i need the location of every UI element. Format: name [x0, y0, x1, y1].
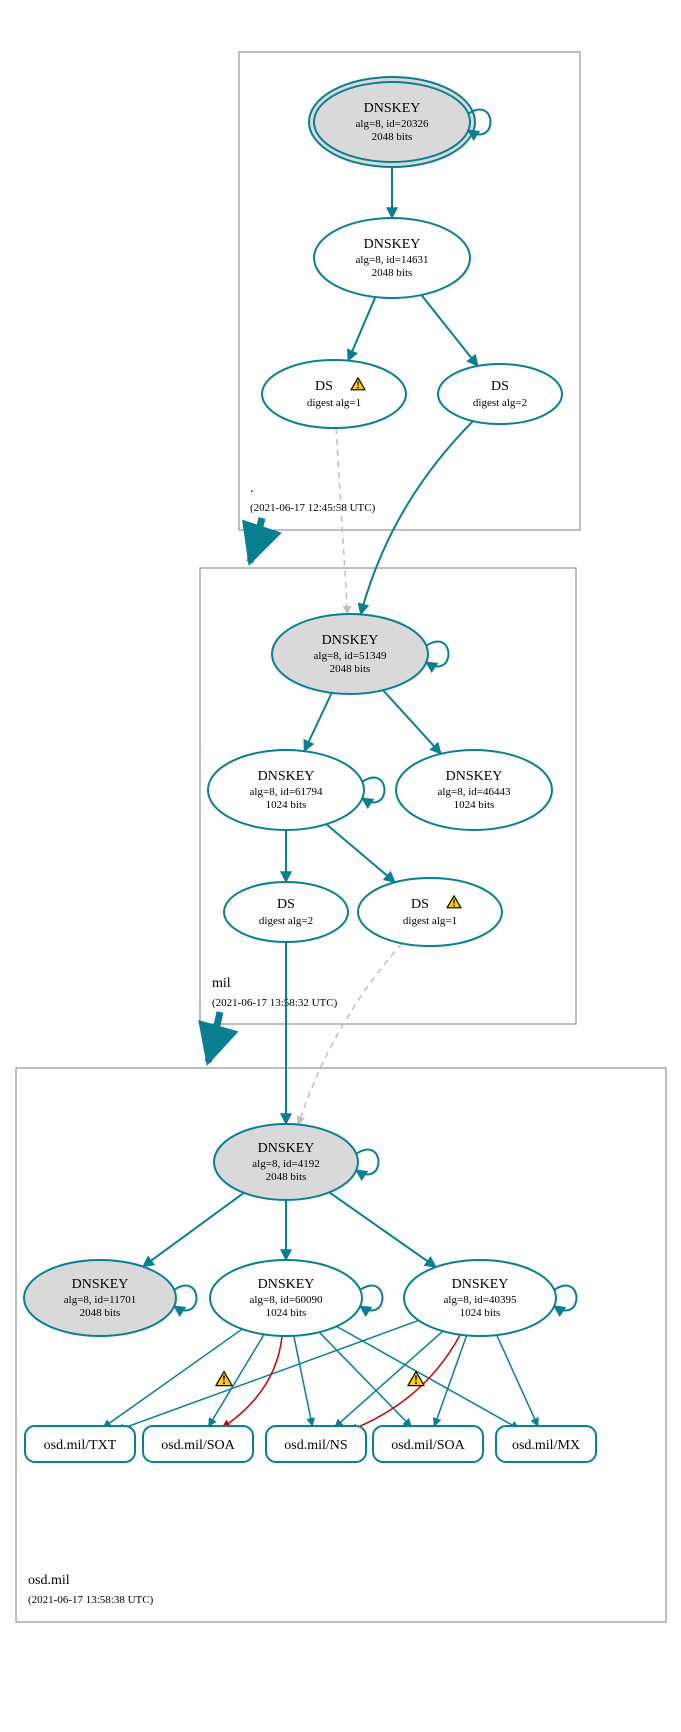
svg-text:DS: DS: [411, 897, 429, 912]
svg-text:digest alg=2: digest alg=2: [259, 915, 313, 927]
dnssec-diagram: . (2021-06-17 12:45:58 UTC) mil (2021-06-17…: [0, 0, 681, 1732]
svg-text:DNSKEY: DNSKEY: [364, 101, 421, 116]
svg-text:osd.mil/TXT: osd.mil/TXT: [44, 1438, 117, 1453]
svg-text:DNSKEY: DNSKEY: [258, 769, 315, 784]
svg-text:2048 bits: 2048 bits: [266, 1171, 307, 1183]
svg-text:2048 bits: 2048 bits: [372, 267, 413, 279]
svg-text:2048 bits: 2048 bits: [80, 1307, 121, 1319]
svg-text:alg=8, id=61794: alg=8, id=61794: [250, 786, 323, 798]
svg-text:osd.mil: osd.mil: [28, 1573, 70, 1588]
svg-text:(2021-06-17 13:58:38 UTC): (2021-06-17 13:58:38 UTC): [28, 1594, 154, 1606]
svg-text:(2021-06-17 12:45:58 UTC): (2021-06-17 12:45:58 UTC): [250, 502, 376, 514]
svg-text:DNSKEY: DNSKEY: [364, 237, 421, 252]
svg-text:alg=8, id=40395: alg=8, id=40395: [444, 1294, 517, 1306]
svg-text:alg=8, id=14631: alg=8, id=14631: [356, 254, 429, 266]
svg-text:DNSKEY: DNSKEY: [322, 633, 379, 648]
svg-text:DNSKEY: DNSKEY: [446, 769, 503, 784]
svg-text:alg=8, id=11701: alg=8, id=11701: [64, 1294, 137, 1306]
svg-text:digest alg=2: digest alg=2: [473, 397, 527, 409]
svg-text:DNSKEY: DNSKEY: [258, 1141, 315, 1156]
svg-text:1024 bits: 1024 bits: [266, 799, 307, 811]
svg-text:digest alg=1: digest alg=1: [403, 915, 457, 927]
svg-text:osd.mil/MX: osd.mil/MX: [512, 1438, 580, 1453]
svg-text:.: .: [250, 481, 254, 496]
svg-text:mil: mil: [212, 976, 231, 991]
svg-text:digest alg=1: digest alg=1: [307, 397, 361, 409]
svg-text:DS: DS: [315, 379, 333, 394]
svg-text:DNSKEY: DNSKEY: [72, 1277, 129, 1292]
svg-text:alg=8, id=60090: alg=8, id=60090: [250, 1294, 323, 1306]
svg-text:!: !: [414, 1373, 418, 1387]
svg-text:!: !: [452, 897, 456, 909]
svg-text:alg=8, id=20326: alg=8, id=20326: [356, 118, 429, 130]
svg-text:alg=8, id=4192: alg=8, id=4192: [252, 1158, 319, 1170]
svg-text:alg=8, id=46443: alg=8, id=46443: [438, 786, 511, 798]
svg-text:2048 bits: 2048 bits: [372, 131, 413, 143]
svg-text:1024 bits: 1024 bits: [266, 1307, 307, 1319]
svg-text:DNSKEY: DNSKEY: [452, 1277, 509, 1292]
svg-text:DS: DS: [491, 379, 509, 394]
svg-text:!: !: [356, 379, 360, 391]
svg-text:DNSKEY: DNSKEY: [258, 1277, 315, 1292]
svg-text:alg=8, id=51349: alg=8, id=51349: [314, 650, 387, 662]
svg-text:2048 bits: 2048 bits: [330, 663, 371, 675]
svg-text:osd.mil/SOA: osd.mil/SOA: [161, 1438, 235, 1453]
svg-text:1024 bits: 1024 bits: [460, 1307, 501, 1319]
svg-text:DS: DS: [277, 897, 295, 912]
svg-text:1024 bits: 1024 bits: [454, 799, 495, 811]
svg-text:osd.mil/NS: osd.mil/NS: [284, 1438, 347, 1453]
svg-text:osd.mil/SOA: osd.mil/SOA: [391, 1438, 465, 1453]
svg-text:(2021-06-17 13:58:32 UTC): (2021-06-17 13:58:32 UTC): [212, 997, 338, 1009]
svg-text:!: !: [222, 1373, 226, 1387]
